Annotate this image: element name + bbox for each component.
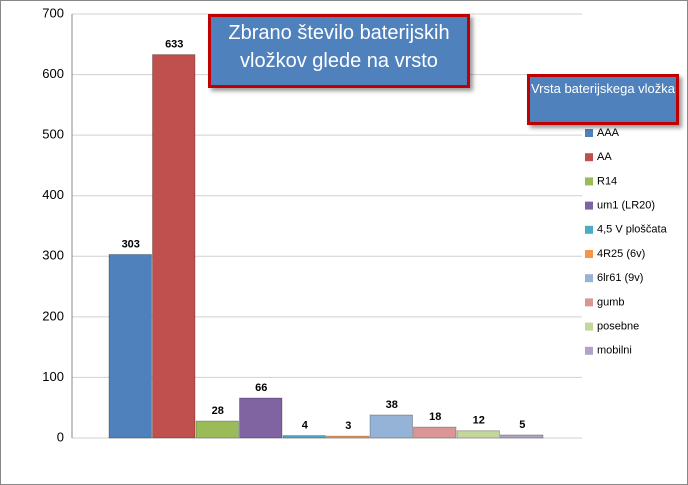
value-label: 12	[473, 415, 485, 427]
bar	[413, 426, 457, 439]
legend-label: 4,5 V ploščata	[597, 224, 668, 236]
y-tick-label: 500	[42, 127, 64, 142]
legend-swatch	[585, 274, 593, 283]
legend-swatch	[585, 177, 593, 186]
value-label: 18	[429, 411, 441, 423]
legend-label: AAA	[597, 127, 620, 139]
y-tick-label: 0	[57, 429, 64, 444]
value-label: 4	[302, 419, 309, 431]
legend-label: um1 (LR20)	[597, 200, 655, 212]
bar	[195, 420, 239, 439]
legend-label: 6lr61 (9v)	[597, 272, 643, 284]
y-tick-label: 300	[42, 248, 64, 263]
legend-swatch	[585, 346, 593, 355]
value-label: 633	[165, 38, 183, 50]
legend-swatch	[585, 322, 593, 331]
value-label: 303	[122, 238, 140, 250]
y-tick-label: 400	[42, 187, 64, 202]
legend-title: Vrsta baterijskega vložka	[527, 74, 679, 125]
legend-swatch	[585, 129, 593, 137]
legend-label: posebne	[597, 321, 639, 333]
legend-label: gumb	[597, 296, 625, 308]
value-label: 3	[345, 420, 351, 432]
bar	[326, 435, 370, 439]
y-tick-label: 700	[42, 5, 64, 20]
bar	[500, 434, 544, 439]
value-label: 5	[519, 419, 525, 431]
bar	[456, 430, 500, 439]
value-label: 38	[386, 399, 398, 411]
value-label: 28	[212, 405, 224, 417]
legend-label: R14	[597, 175, 617, 187]
chart-title: Zbrano število baterijskih vložkov glede…	[208, 14, 470, 88]
y-tick-label: 600	[42, 66, 64, 81]
y-tick-label: 200	[42, 308, 64, 323]
legend-swatch	[585, 201, 593, 210]
bar	[239, 397, 283, 439]
bar	[108, 253, 152, 439]
value-label: 66	[255, 382, 267, 394]
y-tick-label: 100	[42, 369, 64, 384]
legend-label: 4R25 (6v)	[597, 248, 645, 260]
bar	[152, 54, 196, 439]
bar	[369, 414, 413, 439]
legend-swatch	[585, 225, 593, 234]
legend-swatch	[585, 250, 593, 258]
legend-swatch	[585, 298, 593, 307]
legend-label: mobilni	[597, 345, 632, 357]
legend-label: AA	[597, 151, 612, 163]
legend-swatch	[585, 153, 593, 162]
bar	[282, 435, 326, 439]
